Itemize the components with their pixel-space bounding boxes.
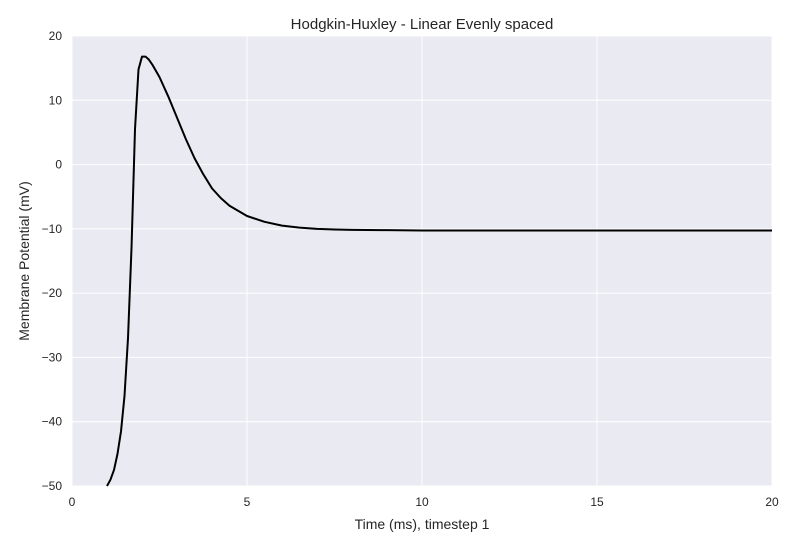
- y-tick-label: 0: [55, 158, 62, 172]
- y-tick-label: −50: [42, 479, 63, 493]
- y-tick-label: −40: [42, 415, 63, 429]
- x-tick-label: 10: [415, 495, 429, 509]
- x-tick-label: 20: [765, 495, 779, 509]
- grid: [71, 35, 773, 487]
- y-tick-label: −10: [42, 222, 63, 236]
- y-tick-label: 10: [49, 93, 63, 107]
- x-tick-label: 5: [244, 495, 251, 509]
- series-line: [106, 55, 772, 487]
- y-tick-label: 20: [49, 29, 63, 43]
- tick-labels: 0 5 10 15 20 20 10 0 −10 −20 −30 −40 −50: [42, 29, 779, 509]
- x-axis-label: Time (ms), timestep 1: [355, 516, 490, 532]
- chart-title: Hodgkin-Huxley - Linear Evenly spaced: [291, 16, 554, 33]
- y-axis-label: Membrane Potential (mV): [16, 181, 32, 341]
- x-tick-label: 15: [590, 495, 604, 509]
- x-tick-label: 0: [69, 495, 76, 509]
- y-tick-label: −20: [42, 286, 63, 300]
- series-group: [106, 55, 772, 487]
- y-tick-label: −30: [42, 350, 63, 364]
